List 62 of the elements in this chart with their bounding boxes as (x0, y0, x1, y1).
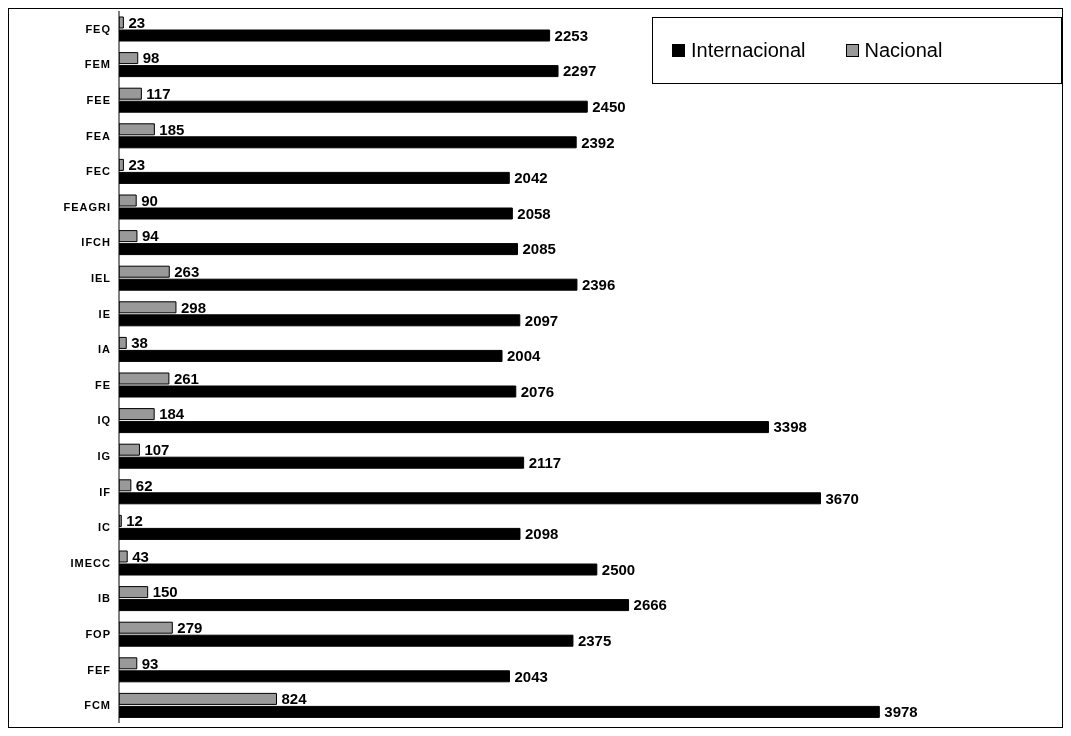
data-label: 2042 (514, 169, 548, 187)
data-label: 2085 (522, 240, 556, 258)
data-label: 23 (128, 13, 146, 31)
data-label: 279 (177, 619, 203, 637)
y-tick-label: IFCH (81, 236, 111, 249)
data-label: 2450 (592, 98, 626, 116)
data-label: 23 (128, 156, 146, 174)
y-tick-label: FEF (87, 663, 111, 676)
data-label: 2004 (507, 347, 542, 365)
data-label: 824 (281, 690, 308, 708)
data-label: 3398 (773, 418, 807, 436)
data-label: 90 (141, 191, 158, 209)
data-label: 2058 (517, 204, 551, 222)
y-tick-label: FCM (84, 699, 111, 712)
data-label: 62 (135, 476, 153, 494)
data-label: 2297 (563, 62, 597, 80)
data-label: 184 (159, 405, 185, 423)
data-label: 2666 (633, 596, 667, 614)
y-tick-label: FEE (86, 93, 111, 106)
data-label: 2392 (581, 133, 615, 151)
y-tick-label: IE (98, 307, 111, 320)
y-tick-label: FEAGRI (63, 200, 111, 213)
y-tick-label: IG (97, 449, 111, 462)
y-tick-label: IQ (97, 414, 111, 427)
data-label: 2396 (581, 276, 616, 294)
data-label: 117 (146, 85, 171, 103)
data-label: 2043 (514, 667, 548, 685)
legend-label: Nacional (863, 39, 943, 62)
y-tick-label: FEQ (85, 22, 111, 35)
y-tick-label: FEM (84, 58, 111, 71)
data-label: 261 (173, 369, 199, 387)
y-tick-label: IEL (90, 271, 111, 284)
data-label: 107 (144, 441, 170, 459)
data-label: 263 (174, 263, 200, 281)
y-tick-label: IB (98, 592, 111, 605)
y-tick-label: IA (98, 343, 111, 356)
data-label: 94 (141, 227, 160, 245)
data-label: 150 (152, 583, 178, 601)
legend-label: Internacional (690, 39, 806, 62)
data-label: 2375 (577, 632, 612, 650)
data-label: 93 (141, 654, 159, 672)
data-label: 2097 (524, 311, 559, 329)
data-label: 2117 (528, 454, 562, 472)
data-label: 2076 (520, 382, 555, 400)
data-label: 98 (142, 49, 160, 67)
data-label: 2500 (601, 560, 636, 578)
data-label: 3670 (825, 489, 859, 507)
y-tick-label: IC (98, 521, 111, 534)
y-tick-label: IMECC (70, 556, 111, 569)
y-tick-label: IF (99, 485, 111, 498)
data-label: 12 (126, 512, 143, 530)
y-tick-label: FEC (86, 165, 111, 178)
data-label: 2098 (525, 525, 559, 543)
y-tick-label: FOP (85, 627, 111, 640)
y-tick-label: FEA (86, 129, 111, 142)
data-label: 185 (159, 120, 185, 138)
data-label: 38 (131, 334, 148, 352)
data-label: 298 (180, 298, 206, 316)
data-label: 2253 (554, 26, 588, 44)
y-tick-label: FE (94, 378, 111, 391)
data-label: 3978 (884, 703, 918, 721)
data-label: 43 (132, 547, 149, 565)
